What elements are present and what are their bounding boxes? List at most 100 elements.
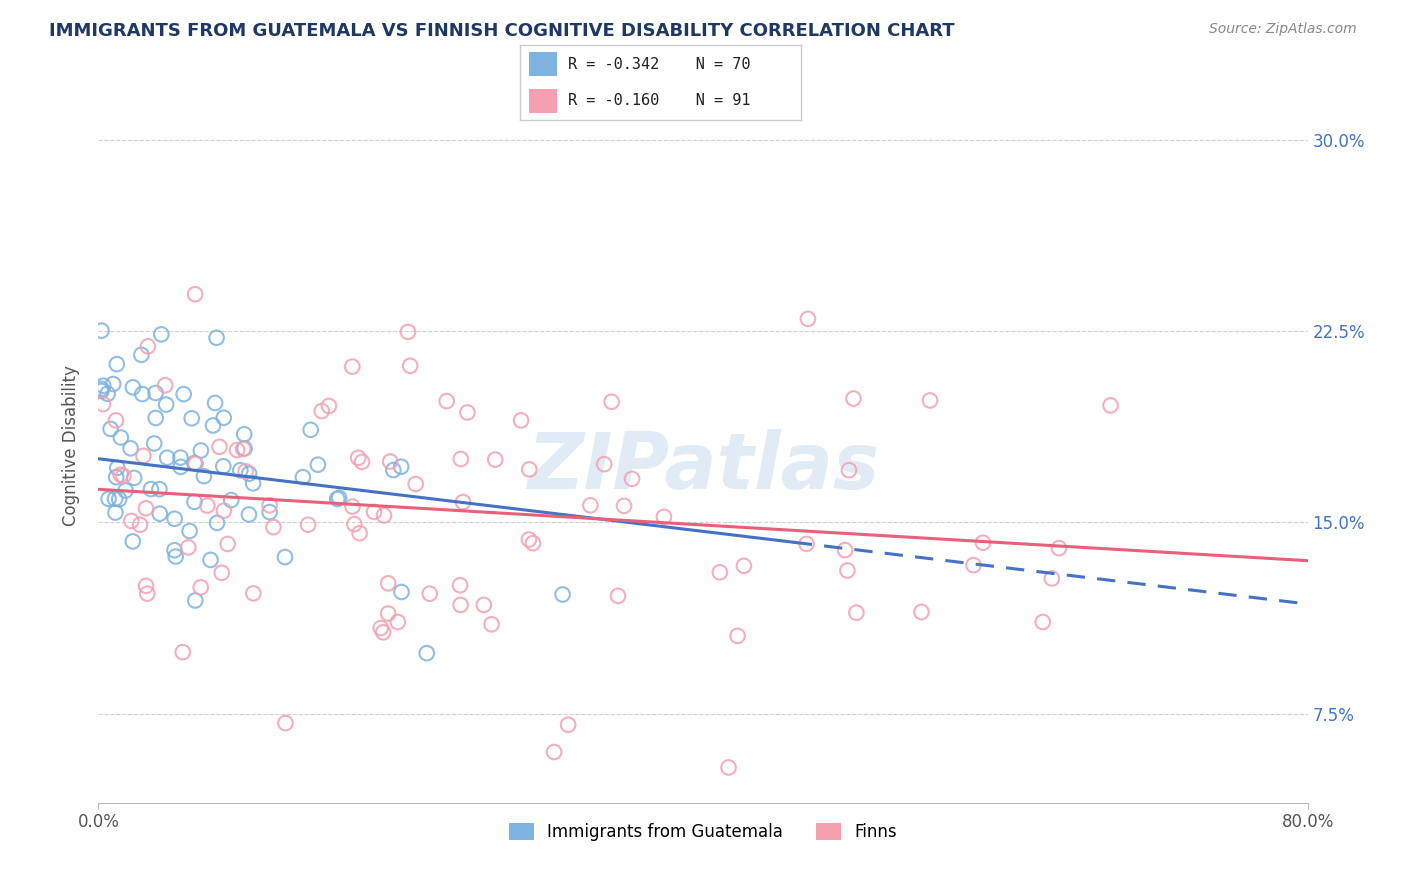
Point: [311, 404, 333, 418]
Text: IMMIGRANTS FROM GUATEMALA VS FINNISH COGNITIVE DISABILITY CORRELATION CHART: IMMIGRANTS FROM GUATEMALA VS FINNISH COG…: [49, 22, 955, 40]
Point: [169, 450, 191, 465]
Point: [108, 492, 131, 507]
Point: [91, 378, 114, 392]
Point: [380, 454, 402, 468]
Point: [180, 411, 202, 425]
Point: [297, 517, 319, 532]
Point: [274, 550, 297, 565]
Point: [416, 646, 439, 660]
Point: [145, 411, 167, 425]
Point: [709, 566, 731, 580]
Point: [733, 558, 755, 573]
Point: [90, 324, 112, 338]
Point: [139, 482, 162, 496]
Point: [1047, 541, 1070, 556]
Point: [382, 463, 405, 477]
Point: [1032, 615, 1054, 629]
Point: [211, 566, 233, 580]
Point: [165, 549, 187, 564]
Point: [184, 287, 207, 301]
Point: [104, 491, 127, 506]
Point: [391, 585, 413, 599]
Point: [153, 378, 176, 392]
Point: [177, 541, 200, 555]
Point: [91, 397, 114, 411]
Point: [110, 430, 132, 444]
Point: [377, 607, 399, 621]
Point: [389, 459, 412, 474]
Point: [136, 339, 159, 353]
Point: [156, 450, 179, 465]
Point: [110, 467, 132, 482]
Point: [131, 348, 153, 362]
Point: [149, 507, 172, 521]
Bar: [529, 52, 557, 77]
Point: [1040, 572, 1063, 586]
Point: [343, 517, 366, 532]
Point: [208, 440, 231, 454]
Point: [129, 517, 152, 532]
Point: [910, 605, 932, 619]
Point: [797, 311, 820, 326]
Point: [842, 392, 865, 406]
Point: [845, 606, 868, 620]
Point: [242, 476, 264, 491]
Point: [373, 508, 395, 523]
Point: [318, 399, 340, 413]
Point: [136, 587, 159, 601]
Point: [183, 456, 205, 470]
Point: [399, 359, 422, 373]
Point: [143, 436, 166, 450]
Point: [205, 331, 228, 345]
Point: [837, 564, 859, 578]
Point: [120, 442, 142, 456]
Point: [405, 477, 427, 491]
Point: [120, 514, 142, 528]
Point: [838, 463, 860, 477]
Point: [347, 450, 370, 465]
Point: [600, 394, 623, 409]
Point: [543, 745, 565, 759]
Y-axis label: Cognitive Disability: Cognitive Disability: [62, 366, 80, 526]
Point: [451, 495, 474, 509]
Point: [522, 536, 544, 550]
Point: [193, 469, 215, 483]
Point: [97, 386, 120, 401]
Text: R = -0.342    N = 70: R = -0.342 N = 70: [568, 57, 751, 72]
Point: [90, 384, 112, 398]
Point: [190, 443, 212, 458]
Point: [396, 325, 419, 339]
Point: [212, 459, 235, 474]
Point: [259, 505, 281, 519]
Point: [100, 422, 122, 436]
Point: [97, 491, 120, 506]
Point: [148, 482, 170, 496]
Point: [377, 576, 399, 591]
Point: [170, 459, 193, 474]
Point: [259, 498, 281, 512]
Point: [212, 410, 235, 425]
Point: [342, 500, 364, 514]
Point: [235, 464, 257, 478]
Point: [163, 512, 186, 526]
Point: [150, 327, 173, 342]
Point: [262, 520, 284, 534]
Point: [131, 387, 153, 401]
Text: R = -0.160    N = 91: R = -0.160 N = 91: [568, 93, 751, 108]
Point: [238, 467, 260, 481]
Point: [972, 535, 994, 549]
Point: [326, 491, 349, 506]
Point: [195, 499, 218, 513]
Point: [456, 405, 478, 419]
Point: [274, 716, 297, 731]
Point: [342, 359, 364, 374]
Point: [183, 495, 205, 509]
Point: [291, 470, 314, 484]
Point: [363, 505, 385, 519]
Legend: Immigrants from Guatemala, Finns: Immigrants from Guatemala, Finns: [502, 816, 904, 848]
Point: [472, 598, 495, 612]
Point: [517, 462, 540, 476]
Point: [135, 501, 157, 516]
Point: [607, 589, 630, 603]
Point: [717, 760, 740, 774]
